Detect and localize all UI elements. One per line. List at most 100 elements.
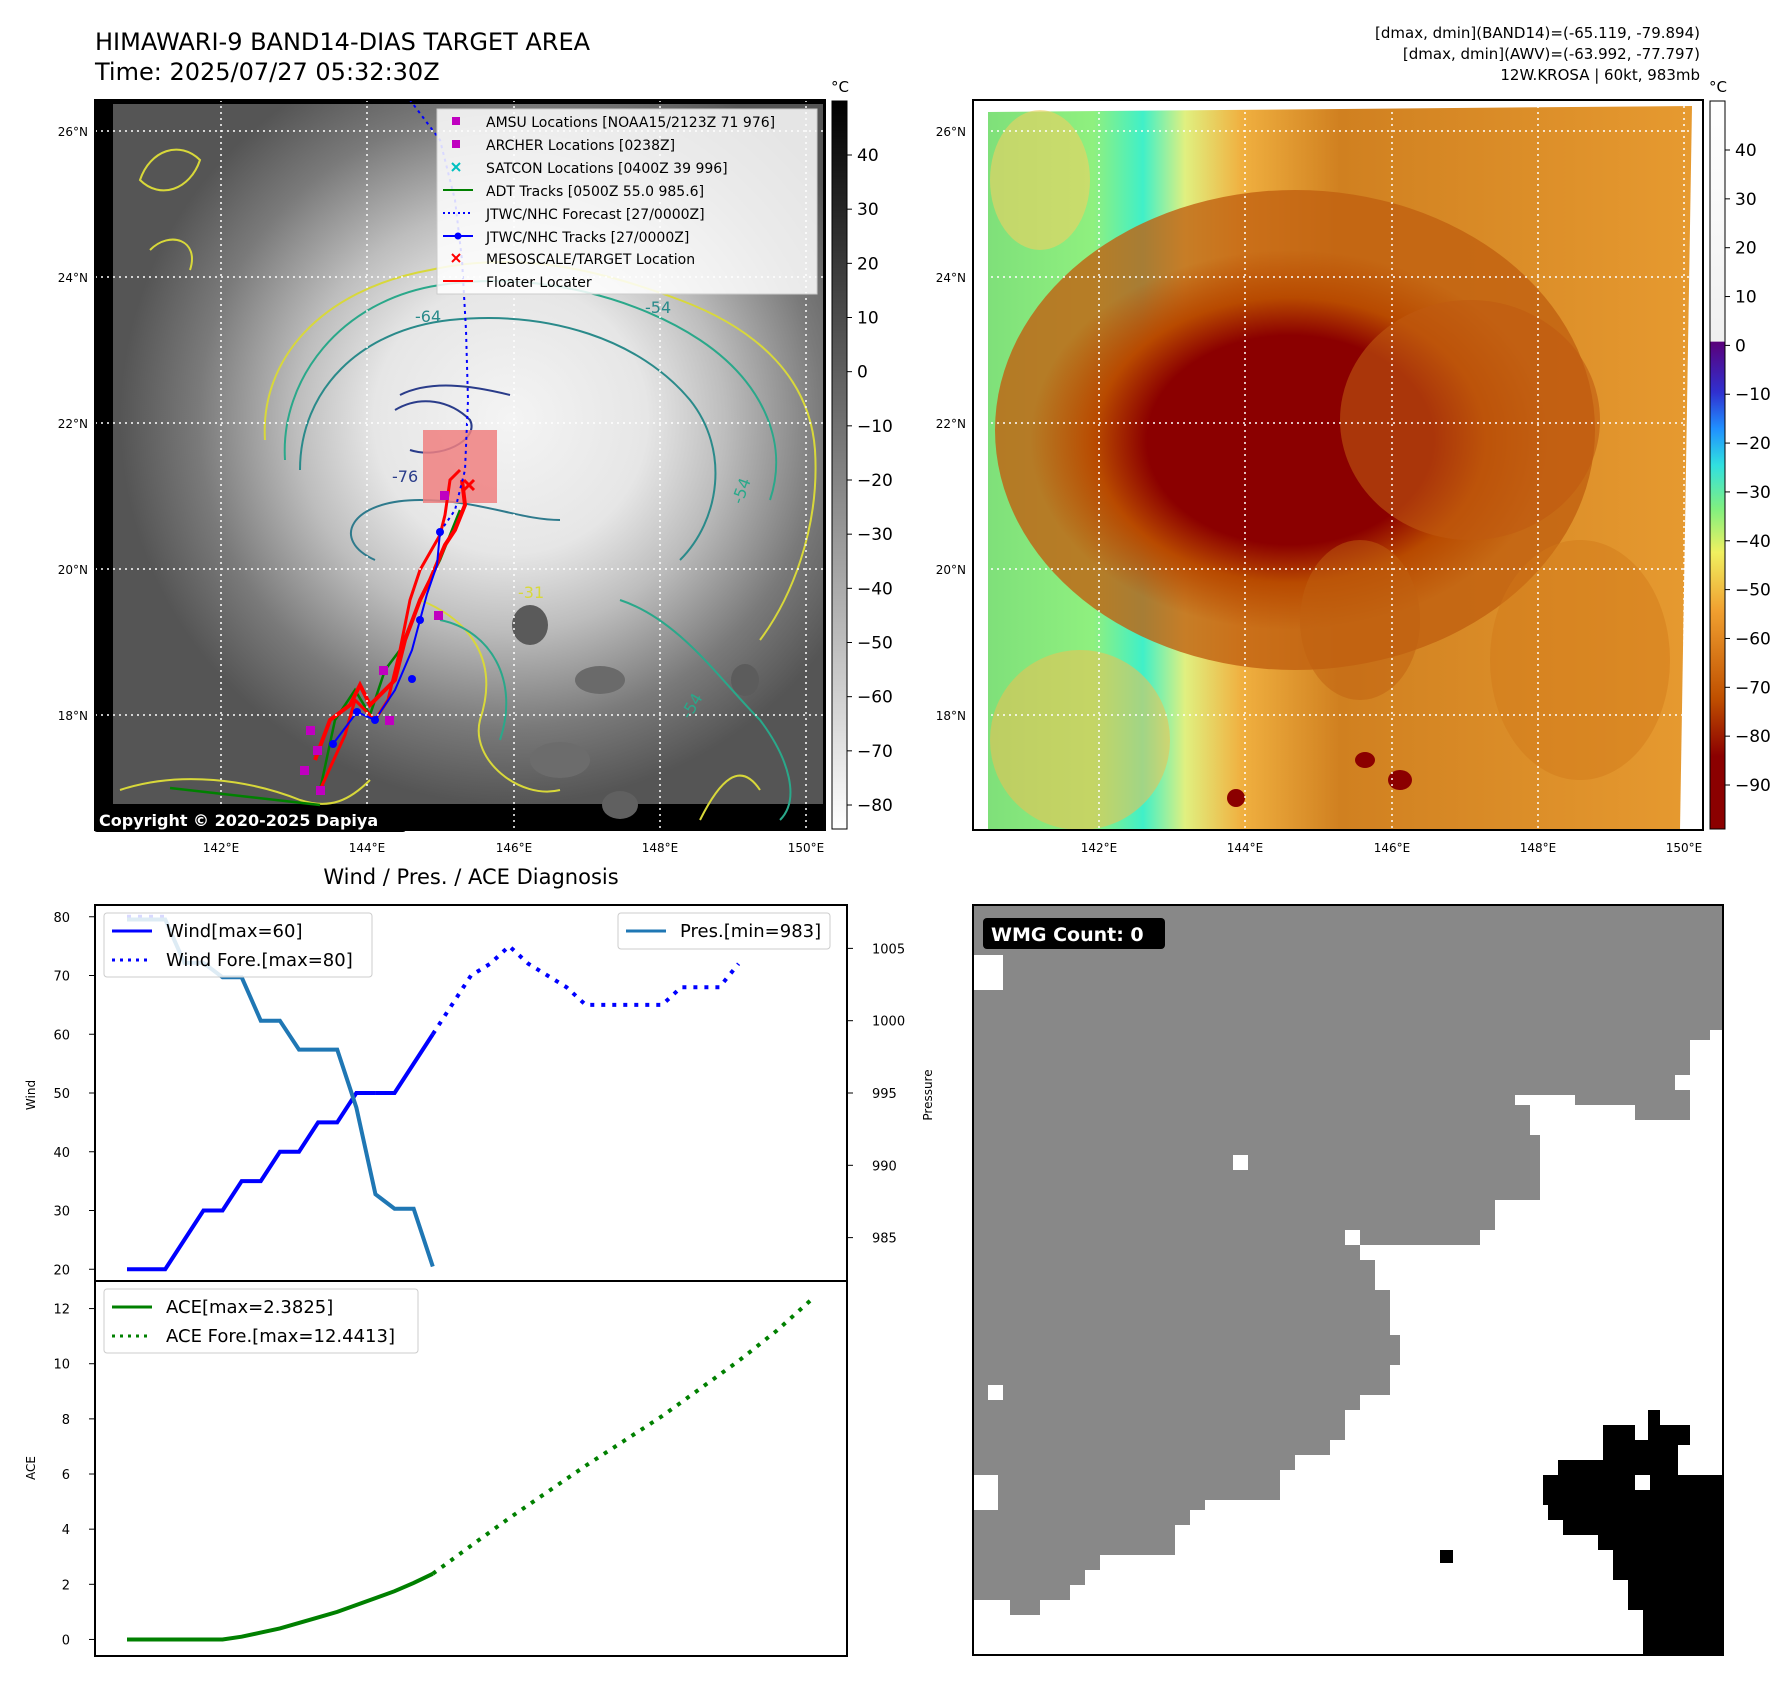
- legend-amsu-marker: [452, 117, 460, 125]
- lat-label: 18°N: [936, 709, 966, 723]
- copyright-badge: [94, 808, 406, 832]
- colorbar-tick-label: −40: [857, 579, 893, 599]
- colorbar-tick-label: −80: [857, 796, 893, 816]
- lat-label: 24°N: [58, 271, 88, 285]
- colorbar-tick-label: −30: [857, 525, 893, 545]
- contour-label: -31: [518, 583, 544, 602]
- map-legend: AMSU Locations [NOAA15/2123Z 71 976] ARC…: [436, 108, 818, 295]
- lat-label: 20°N: [936, 563, 966, 577]
- lon-label: 150°E: [788, 841, 825, 855]
- y-tick-label: 6: [62, 1468, 70, 1483]
- colorbar-tick-label: −60: [1735, 629, 1771, 649]
- lon-label: 146°E: [1374, 841, 1411, 855]
- ir-colorbar: °C 40 30 20 10 0 −10 −20 −30 −40 −50 −60 −70 −80: [831, 78, 893, 830]
- lat-label: 22°N: [936, 417, 966, 431]
- contour-label: -76: [392, 467, 418, 486]
- legend-archer: ARCHER Locations [0238Z]: [486, 138, 675, 154]
- y2-tick-label: 1000: [872, 1015, 905, 1030]
- colorbar-tick-label: −70: [857, 742, 893, 762]
- legend-tracks-dot: [454, 232, 462, 240]
- y-tick-label: 10: [53, 1358, 70, 1373]
- diagnosis-title: Wind / Pres. / ACE Diagnosis: [323, 865, 618, 889]
- y-tick-label: 20: [53, 1263, 70, 1278]
- lon-label: 144°E: [1227, 841, 1264, 855]
- lat-label: 22°N: [58, 417, 88, 431]
- info-storm: 12W.KROSA | 60kt, 983mb: [1500, 66, 1700, 84]
- y-tick-label: 40: [53, 1146, 70, 1161]
- wmg-count: WMG Count: 0: [991, 924, 1144, 946]
- y-tick-label: 70: [53, 970, 70, 985]
- legend-satcon-marker: [451, 162, 461, 172]
- y-tick-label: 2: [62, 1578, 70, 1593]
- lat-label: 18°N: [58, 709, 88, 723]
- colorbar-tick-label: −70: [1735, 678, 1771, 698]
- contour-label: -54: [645, 298, 671, 317]
- lat-label: 24°N: [936, 271, 966, 285]
- legend-ace-fore: ACE Fore.[max=12.4413]: [166, 1326, 395, 1347]
- series-line: [431, 1294, 817, 1576]
- colorbar-tick-label: 20: [1735, 239, 1757, 259]
- legend-adt: ADT Tracks [0500Z 55.0 985.6]: [486, 184, 704, 200]
- colorbar-tick-label: 40: [857, 146, 879, 166]
- colorbar-tick-label: −10: [857, 417, 893, 437]
- legend-pres: Pres.[min=983]: [680, 921, 821, 942]
- lon-label: 142°E: [203, 841, 240, 855]
- figure-title: HIMAWARI-9 BAND14-DIAS TARGET AREA: [95, 28, 591, 56]
- lon-label: 142°E: [1081, 841, 1118, 855]
- lon-label: 146°E: [496, 841, 533, 855]
- y-tick-label: 8: [62, 1413, 70, 1428]
- colorbar-tick-label: 0: [857, 363, 868, 383]
- lat-label: 26°N: [936, 125, 966, 139]
- ace-panel: 0 2 4 6 8 10 12 ACE ACE[max=2.3825] ACE Fore.[…: [24, 1280, 848, 1657]
- series-line: [127, 1091, 376, 1272]
- colorbar-tick-label: −20: [857, 471, 893, 491]
- colorbar-unit: °C: [1709, 78, 1727, 96]
- legend-target-marker: [451, 253, 461, 263]
- info-band14: [dmax, dmin](BAND14)=(-65.119, -79.894): [1375, 24, 1700, 42]
- colorbar-tick-label: 0: [1735, 336, 1746, 356]
- colorbar-tick-label: −60: [857, 688, 893, 708]
- right-map-axis-labels: 26°N 24°N 22°N 20°N 18°N 142°E 144°E 146…: [936, 125, 1703, 855]
- contour-label: -64: [415, 307, 441, 326]
- lat-label: 26°N: [58, 125, 88, 139]
- series-line: [375, 1033, 435, 1095]
- colorbar-tick-label: 20: [857, 254, 879, 274]
- wmg-panel: WMG Count: 0: [972, 904, 1724, 1656]
- y-tick-label: 4: [62, 1523, 70, 1538]
- series-line: [127, 1571, 434, 1642]
- legend-ace: ACE[max=2.3825]: [166, 1297, 333, 1318]
- y2-tick-label: 985: [872, 1232, 897, 1247]
- y-tick-label: 60: [53, 1028, 70, 1043]
- y-tick-label: 12: [53, 1303, 70, 1318]
- colorbar-tick-label: −90: [1735, 776, 1771, 796]
- legend-amsu: AMSU Locations [NOAA15/2123Z 71 976]: [486, 115, 775, 131]
- colorbar-tick-label: −80: [1735, 727, 1771, 747]
- colorbar-tick-label: −10: [1735, 385, 1771, 405]
- wind-panel: 20 30 40 50 60 70 80 985 990 995 1000 1005 Wind Pr…: [24, 904, 935, 1282]
- legend-archer-marker: [452, 140, 460, 148]
- wmg-badge: [983, 918, 1165, 949]
- colorbar-tick-label: 40: [1735, 141, 1757, 161]
- legend-wind-fore: Wind Fore.[max=80]: [166, 950, 353, 971]
- lon-label: 148°E: [642, 841, 679, 855]
- y-tick-label: 0: [62, 1633, 70, 1648]
- colorbar-tick-label: −50: [857, 634, 893, 654]
- lat-label: 20°N: [58, 563, 88, 577]
- colorbar-tick-label: 30: [1735, 190, 1757, 210]
- lon-label: 150°E: [1666, 841, 1703, 855]
- wv-map: [973, 100, 1703, 830]
- colorbar-tick-label: −40: [1735, 532, 1771, 552]
- colorbar-unit: °C: [831, 78, 849, 96]
- legend-tracks: JTWC/NHC Tracks [27/0000Z]: [485, 230, 689, 246]
- pressure-ylabel: Pressure: [921, 1069, 935, 1120]
- y-tick-label: 30: [53, 1205, 70, 1220]
- legend-wind: Wind[max=60]: [166, 921, 303, 942]
- copyright-text: Copyright © 2020-2025 Dapiya: [99, 811, 378, 830]
- colorbar-tick-label: −30: [1735, 483, 1771, 503]
- y2-tick-label: 1005: [872, 942, 905, 957]
- colorbar-tick-label: −50: [1735, 581, 1771, 601]
- y-tick-label: 50: [53, 1087, 70, 1102]
- colorbar-tick-label: 30: [857, 200, 879, 220]
- y2-tick-label: 995: [872, 1087, 897, 1102]
